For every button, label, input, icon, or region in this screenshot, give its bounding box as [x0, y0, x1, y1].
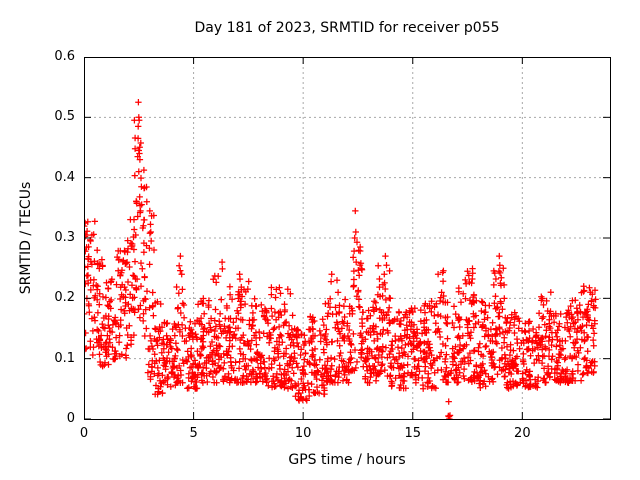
x-tick-label: 0 — [79, 426, 89, 441]
x-axis-label: GPS time / hours — [288, 452, 406, 468]
x-tick-label: 20 — [514, 426, 531, 441]
scatter-points — [84, 99, 599, 420]
y-tick-label: 0.1 — [54, 350, 75, 366]
x-tick-label: 15 — [404, 426, 422, 441]
plot-area — [84, 57, 611, 420]
y-tick-label: 0 — [66, 411, 75, 426]
y-tick-label: 0.4 — [54, 169, 75, 185]
x-tick-label: 10 — [294, 426, 312, 441]
chart-title: Day 181 of 2023, SRMTID for receiver p05… — [194, 20, 500, 36]
y-tick-label: 0.5 — [54, 109, 75, 125]
y-tick-label: 0.3 — [54, 230, 75, 245]
x-tick-label: 5 — [189, 426, 198, 441]
y-tick-label: 0.2 — [54, 290, 75, 306]
y-tick-label: 0.6 — [54, 49, 75, 64]
